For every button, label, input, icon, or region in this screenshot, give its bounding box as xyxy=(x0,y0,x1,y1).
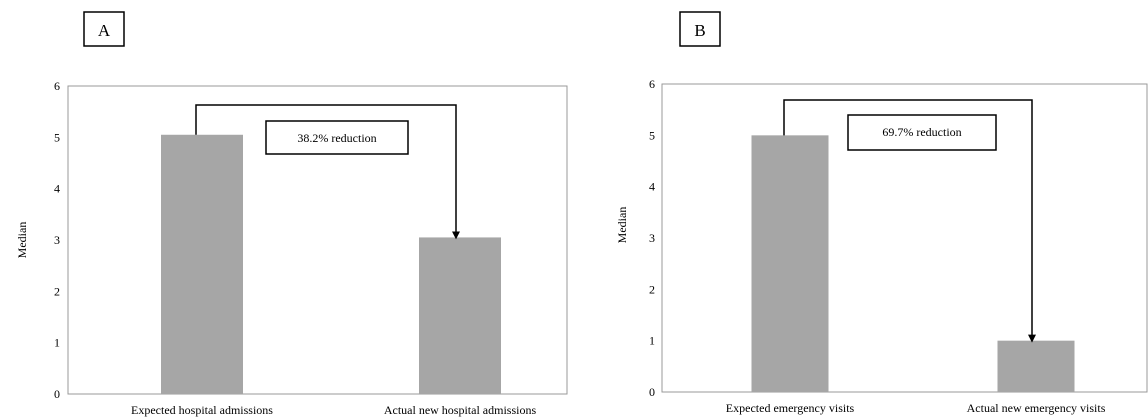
y-tick-label: 5 xyxy=(649,128,655,142)
annotation-text-a: 38.2% reduction xyxy=(297,131,376,145)
y-ticks-b: 0 1 2 3 4 5 6 xyxy=(649,77,655,399)
bar xyxy=(161,134,243,394)
annotation-box-a xyxy=(265,120,409,155)
y-tick-label: 3 xyxy=(649,231,655,245)
x-category-label: Expected hospital admissions xyxy=(131,403,273,417)
y-ticks-a: 0 1 2 3 4 5 6 xyxy=(54,79,60,401)
annotation-box-b xyxy=(847,114,997,151)
y-axis-label-a: Median xyxy=(15,222,29,259)
y-tick-label: 5 xyxy=(54,130,60,144)
reduction-arrow-b xyxy=(783,99,1036,343)
y-tick-label: 6 xyxy=(54,79,60,93)
panel-label-box-b xyxy=(679,11,721,47)
panel-label-box-a xyxy=(83,11,125,47)
panel-label-b: B xyxy=(694,21,705,40)
bars-b xyxy=(751,135,1075,393)
y-tick-label: 0 xyxy=(649,385,655,399)
x-categories-a: Expected hospital admissions Actual new h… xyxy=(131,403,536,417)
y-tick-label: 1 xyxy=(649,334,655,348)
y-tick-label: 0 xyxy=(54,387,60,401)
y-axis-label-b: Median xyxy=(615,207,629,244)
y-tick-label: 6 xyxy=(649,77,655,91)
y-tick-label: 4 xyxy=(649,180,655,194)
reduction-arrow-a xyxy=(195,104,460,240)
y-tick-label: 1 xyxy=(54,336,60,350)
bar xyxy=(997,340,1075,392)
bars-a xyxy=(161,134,501,394)
plot-frame-a xyxy=(67,85,568,395)
chart-panel-b: B Median 0 1 2 3 4 5 6 Expected emergency visi… xyxy=(615,11,1148,415)
x-categories-b: Expected emergency visits Actual new emer… xyxy=(726,401,1106,415)
y-tick-label: 3 xyxy=(54,233,60,247)
annotation-text-b: 69.7% reduction xyxy=(882,125,961,139)
bar xyxy=(751,135,829,393)
x-category-label: Expected emergency visits xyxy=(726,401,855,415)
plot-frame-b xyxy=(661,83,1148,393)
bar xyxy=(419,237,501,394)
y-tick-label: 4 xyxy=(54,182,60,196)
y-tick-label: 2 xyxy=(649,282,655,296)
panel-label-a: A xyxy=(98,21,111,40)
x-category-label: Actual new emergency visits xyxy=(967,401,1106,415)
y-tick-label: 2 xyxy=(54,284,60,298)
x-category-label: Actual new hospital admissions xyxy=(384,403,537,417)
chart-panel-a: A Median 0 1 2 3 4 5 6 Expected hospital admis… xyxy=(15,11,568,417)
